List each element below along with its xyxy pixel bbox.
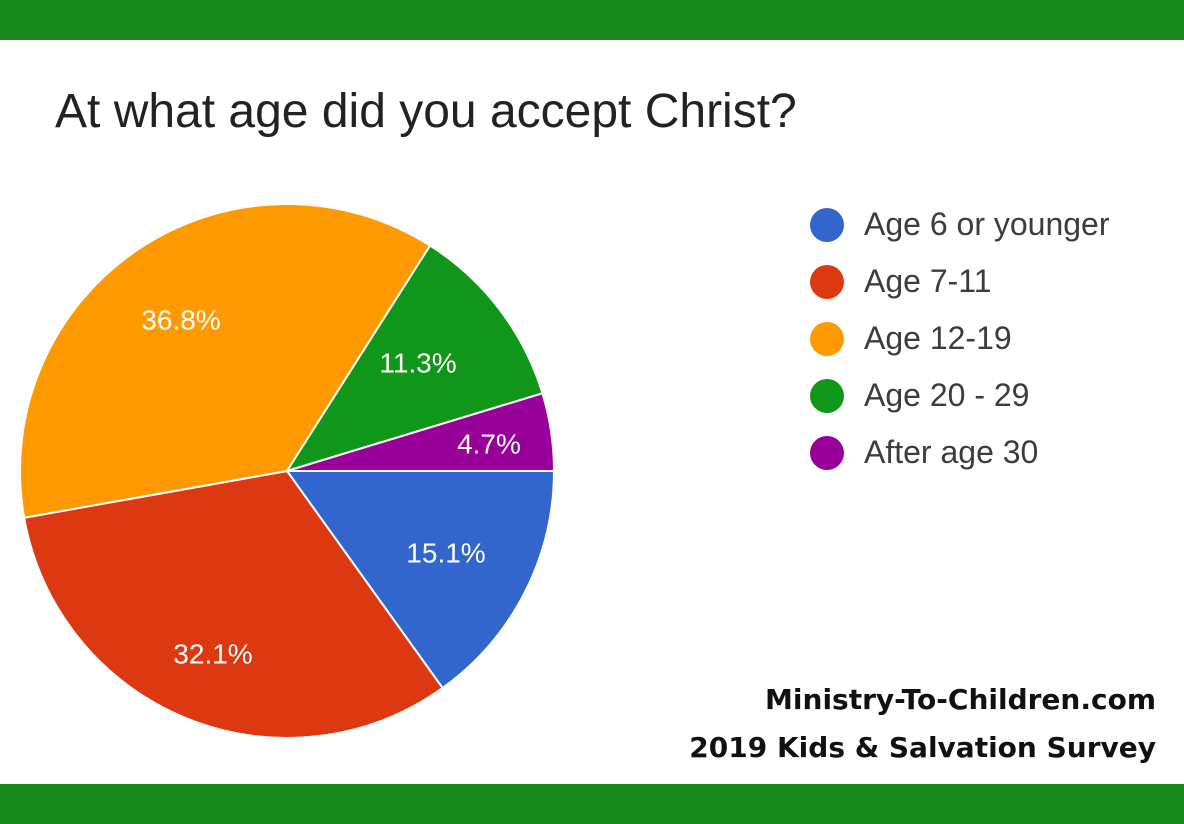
legend-item-age-20-29: Age 20 - 29 <box>810 367 1110 424</box>
legend-label: After age 30 <box>864 434 1039 470</box>
legend-swatch <box>810 435 844 470</box>
pie-slice-age-7-11 <box>22 469 444 739</box>
pie-data-label: 11.3% <box>379 348 456 379</box>
legend-item-age-7-11: Age 7-11 <box>810 253 1110 310</box>
legend-swatch <box>810 264 844 299</box>
bottom-frame-bar <box>0 784 1184 824</box>
pie-slice-age-12-19 <box>19 203 432 519</box>
legend-item-age-12-19: Age 12-19 <box>810 310 1110 367</box>
legend-label: Age 6 or younger <box>864 206 1110 242</box>
top-frame-bar <box>0 0 1184 40</box>
legend-label: Age 7-11 <box>864 263 992 299</box>
source-credit: Ministry-To-Children.com 2019 Kids & Sal… <box>689 676 1156 772</box>
pie-data-label: 36.8% <box>141 305 220 336</box>
pie-slice-age-6-or-younger <box>285 470 556 690</box>
legend-label: Age 12-19 <box>864 320 1012 356</box>
pie-data-label: 32.1% <box>173 639 252 670</box>
pie-slice-age-20-29 <box>284 244 544 473</box>
credit-site: Ministry-To-Children.com <box>765 683 1156 716</box>
chart-legend: Age 6 or younger Age 7-11 Age 12-19 Age … <box>810 196 1110 481</box>
credit-survey: 2019 Kids & Salvation Survey <box>689 731 1156 764</box>
chart-title: At what age did you accept Christ? <box>55 85 797 138</box>
legend-label: Age 20 - 29 <box>864 377 1030 413</box>
pie-data-label: 4.7% <box>457 429 521 460</box>
pie-slice-after-age-30 <box>286 392 556 472</box>
legend-item-after-age-30: After age 30 <box>810 424 1110 481</box>
pie-data-label: 15.1% <box>406 538 485 569</box>
legend-item-age-6-or-younger: Age 6 or younger <box>810 196 1110 253</box>
legend-swatch <box>810 321 844 356</box>
legend-swatch <box>810 378 844 413</box>
legend-swatch <box>810 207 844 242</box>
